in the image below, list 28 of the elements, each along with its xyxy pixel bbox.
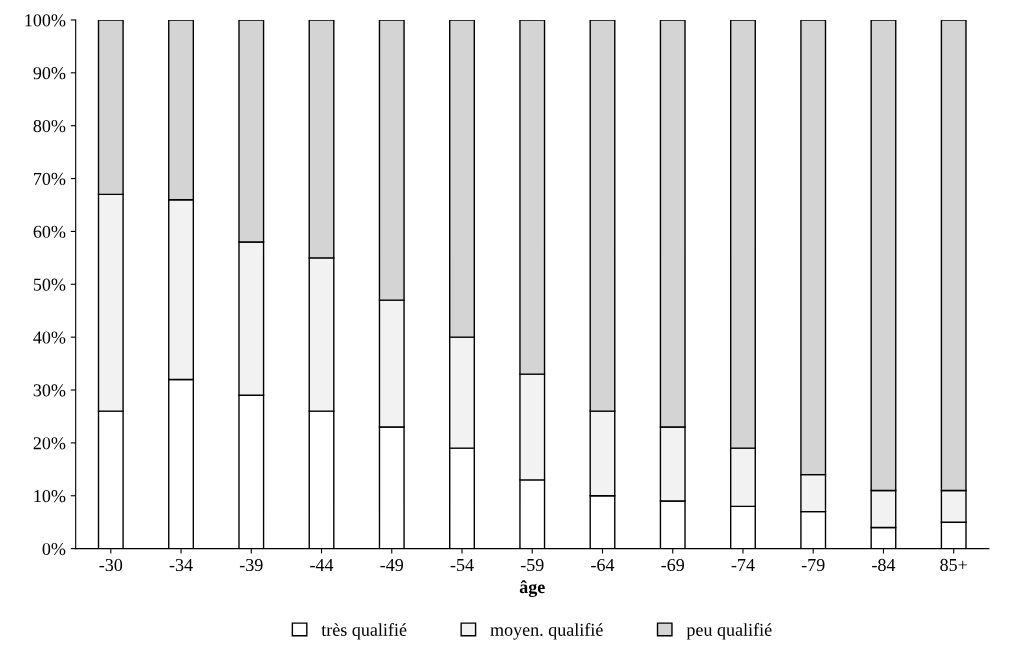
x-tick-label: -64: [591, 558, 615, 572]
x-tick-label: -54: [450, 558, 474, 572]
x-axis-title: âge: [519, 580, 545, 597]
y-tick-label: 50%: [33, 278, 66, 291]
y-tick-label: 70%: [34, 172, 66, 186]
y-tick-label: 90%: [33, 67, 66, 80]
x-tick-label: -39: [239, 558, 263, 572]
x-tick-label: -34: [169, 558, 193, 572]
y-tick-label: 60%: [33, 225, 66, 238]
x-tick-label: -74: [731, 558, 755, 571]
y-tick-label: 30%: [33, 384, 66, 397]
x-tick-label: -59: [520, 558, 544, 572]
x-tick-label: 85+: [940, 558, 967, 572]
x-tick-label: -30: [99, 558, 123, 572]
y-tick-label: 80%: [33, 119, 66, 133]
y-tick-label: 100%: [25, 14, 66, 27]
x-tick-label: -44: [310, 558, 334, 571]
x-tick-label: -49: [380, 558, 404, 572]
x-tick-label: -84: [872, 558, 896, 572]
legend-label: très qualifié: [321, 623, 407, 640]
y-tick-label: 0%: [42, 542, 66, 556]
x-tick-label: -69: [661, 558, 685, 572]
legend-label: moyen. qualifié: [490, 623, 603, 640]
y-tick-label: 20%: [33, 437, 66, 450]
x-tick-label: -79: [801, 558, 825, 572]
y-tick-label: 40%: [33, 331, 66, 344]
legend-label: peu qualifié: [686, 623, 772, 640]
y-tick-label: 10%: [34, 490, 66, 503]
